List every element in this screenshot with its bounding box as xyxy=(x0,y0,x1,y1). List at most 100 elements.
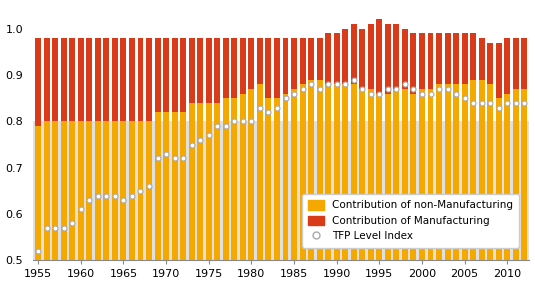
Bar xyxy=(360,29,365,89)
Bar xyxy=(521,38,528,89)
Bar xyxy=(385,24,391,93)
Bar xyxy=(206,103,212,260)
Bar xyxy=(419,33,425,89)
Point xyxy=(503,101,511,105)
Bar xyxy=(52,38,58,121)
Bar xyxy=(95,38,101,121)
Bar xyxy=(325,33,331,84)
Point xyxy=(170,156,179,161)
Point xyxy=(77,207,85,212)
Point xyxy=(119,198,128,202)
Point xyxy=(341,82,349,87)
Bar xyxy=(215,38,220,103)
Point xyxy=(392,87,401,91)
Bar xyxy=(351,24,357,84)
Point xyxy=(239,119,247,124)
Bar xyxy=(470,80,476,260)
Bar xyxy=(308,38,314,80)
Point xyxy=(418,91,426,96)
Point xyxy=(299,87,307,91)
Legend: Contribution of non-Manufacturing, Contribution of Manufacturing, TFP Level Inde: Contribution of non-Manufacturing, Contr… xyxy=(302,194,519,248)
Bar xyxy=(376,19,383,93)
Bar xyxy=(69,121,75,260)
Bar xyxy=(317,80,323,260)
Point xyxy=(511,101,520,105)
Bar xyxy=(95,121,101,260)
Bar xyxy=(197,38,203,103)
Point xyxy=(315,87,324,91)
Bar xyxy=(103,38,109,121)
Point xyxy=(162,152,170,156)
Bar xyxy=(445,84,450,260)
Bar xyxy=(513,89,519,260)
Point xyxy=(230,119,239,124)
Bar xyxy=(385,93,391,260)
Point xyxy=(179,156,187,161)
Point xyxy=(136,189,145,193)
Bar xyxy=(265,98,271,260)
Point xyxy=(435,87,444,91)
Bar xyxy=(257,84,263,260)
Point xyxy=(520,101,529,105)
Bar xyxy=(35,126,41,260)
Bar xyxy=(231,38,238,98)
Bar xyxy=(453,33,459,84)
Bar xyxy=(61,38,67,121)
Point xyxy=(102,193,111,198)
Bar xyxy=(52,121,58,260)
Bar xyxy=(180,38,186,112)
Bar xyxy=(427,33,433,89)
Bar xyxy=(291,89,297,260)
Point xyxy=(469,101,477,105)
Point xyxy=(145,184,154,189)
Point xyxy=(51,226,59,230)
Bar xyxy=(146,121,152,260)
Bar xyxy=(351,84,357,260)
Point xyxy=(358,87,366,91)
Bar xyxy=(300,38,305,84)
Bar xyxy=(402,89,408,260)
Point xyxy=(111,193,119,198)
Bar xyxy=(172,38,178,112)
Bar xyxy=(231,98,238,260)
Bar xyxy=(427,89,433,260)
Bar xyxy=(86,38,93,121)
Point xyxy=(460,96,469,101)
Point xyxy=(324,82,332,87)
Bar xyxy=(368,89,374,260)
Bar xyxy=(33,121,530,260)
Point xyxy=(85,198,94,202)
Bar xyxy=(487,43,493,84)
Bar xyxy=(342,29,348,84)
Bar xyxy=(257,38,263,84)
Bar xyxy=(137,121,143,260)
Bar xyxy=(419,89,425,260)
Point xyxy=(409,87,418,91)
Bar xyxy=(487,84,493,260)
Bar xyxy=(155,112,160,260)
Bar xyxy=(282,93,288,260)
Bar xyxy=(155,38,160,112)
Point xyxy=(401,82,409,87)
Point xyxy=(332,82,341,87)
Point xyxy=(128,193,136,198)
Point xyxy=(307,82,315,87)
Bar xyxy=(163,112,169,260)
Point xyxy=(477,101,486,105)
Bar xyxy=(120,121,126,260)
Bar xyxy=(479,38,485,80)
Bar xyxy=(44,121,50,260)
Bar xyxy=(86,121,93,260)
Bar xyxy=(265,38,271,98)
Bar xyxy=(360,89,365,260)
Bar xyxy=(206,38,212,103)
Bar xyxy=(223,38,229,98)
Bar xyxy=(334,84,340,260)
Point xyxy=(444,87,452,91)
Point xyxy=(213,124,221,128)
Point xyxy=(384,87,392,91)
Point xyxy=(68,221,77,226)
Point xyxy=(59,226,68,230)
Bar xyxy=(393,89,399,260)
Bar xyxy=(325,84,331,260)
